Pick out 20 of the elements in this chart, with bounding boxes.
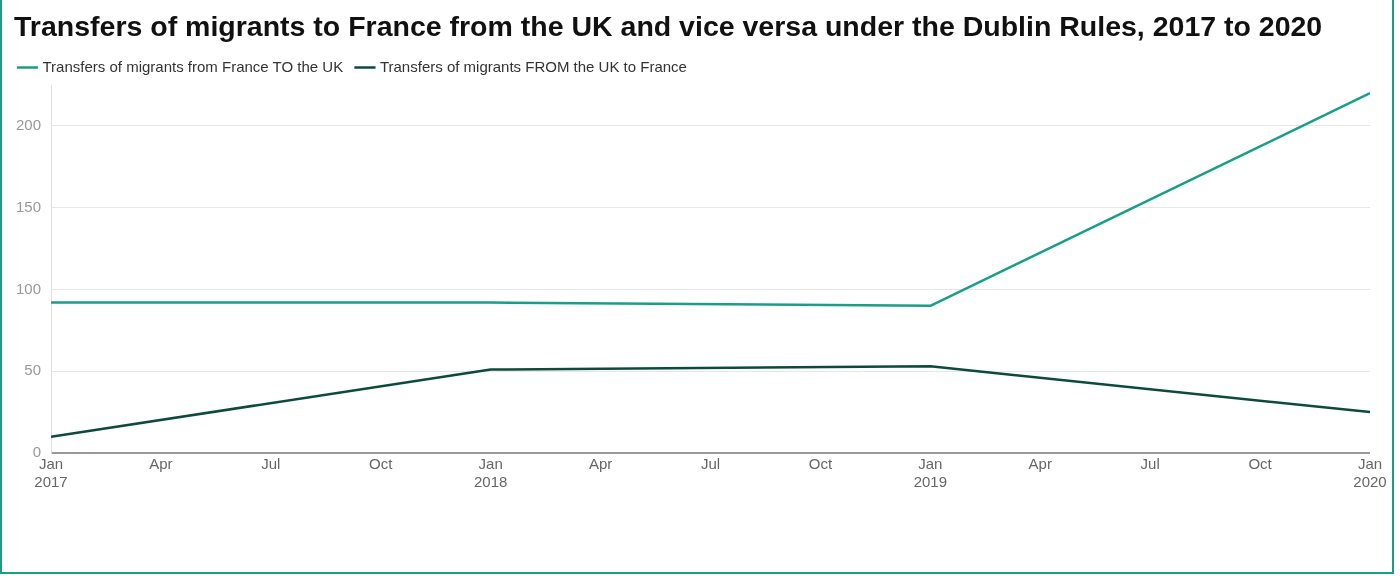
x-tick-label: Jan 2018 (474, 455, 508, 491)
x-tick-label: Oct (808, 455, 833, 473)
x-tick-label: Jul (1140, 455, 1160, 473)
x-tick-label: Apr (588, 455, 613, 473)
x-tick-label: Jul (700, 455, 721, 473)
y-tick-label: 100 (16, 279, 42, 297)
y-tick-label: 200 (16, 116, 42, 134)
x-tick-label: Oct (369, 455, 394, 473)
x-tick-label: Jan 2020 (1353, 455, 1387, 491)
legend-label: Transfers of migrants FROM the UK to France (379, 57, 687, 75)
x-tick-label: Oct (1248, 455, 1273, 473)
x-tick-label: Jan 2019 (913, 455, 948, 491)
x-tick-label: Apr (149, 455, 173, 473)
y-tick-label: 150 (16, 197, 42, 215)
legend-label: Transfers of migrants from France TO the UK (42, 57, 344, 75)
x-tick-label: Apr (1028, 455, 1052, 473)
chart-title: Transfers of migrants to France from the UK and vice versa under the Dublin Rules, 2017 to 2020 (13, 9, 1324, 44)
x-tick-label: Jul (261, 455, 281, 473)
y-tick-label: 0 (32, 443, 42, 461)
y-tick-label: 50 (24, 361, 42, 379)
